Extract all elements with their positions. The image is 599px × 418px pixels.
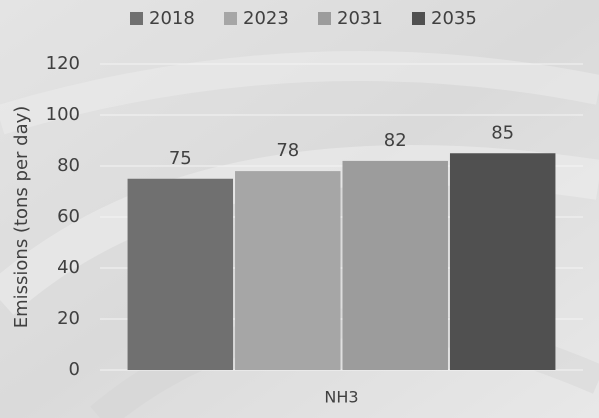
y-tick-label: 120 xyxy=(46,53,80,74)
y-tick-label: 20 xyxy=(57,308,80,329)
legend-swatch xyxy=(224,12,237,25)
x-tick-label: NH3 xyxy=(324,388,358,407)
legend-label: 2023 xyxy=(243,8,289,29)
data-label: 82 xyxy=(384,130,407,151)
legend-swatch xyxy=(412,12,425,25)
y-tick-label: 100 xyxy=(46,104,80,125)
data-label: 85 xyxy=(491,122,514,143)
bar xyxy=(449,153,556,370)
bar xyxy=(235,171,341,370)
legend-label: 2035 xyxy=(431,8,477,29)
decor xyxy=(0,51,599,135)
legend-label: 2031 xyxy=(337,8,383,29)
y-axis-label: Emissions (tons per day) xyxy=(11,106,32,329)
y-tick-label: 0 xyxy=(69,359,80,380)
data-label: 75 xyxy=(169,148,192,169)
y-tick-label: 40 xyxy=(57,257,80,278)
legend-swatch xyxy=(318,12,331,25)
bar xyxy=(127,178,234,370)
y-tick-label: 60 xyxy=(57,206,80,227)
data-label: 78 xyxy=(276,140,299,161)
y-tick-label: 80 xyxy=(57,155,80,176)
legend-swatch xyxy=(130,12,143,25)
legend-label: 2018 xyxy=(149,8,195,29)
bar xyxy=(342,160,448,370)
